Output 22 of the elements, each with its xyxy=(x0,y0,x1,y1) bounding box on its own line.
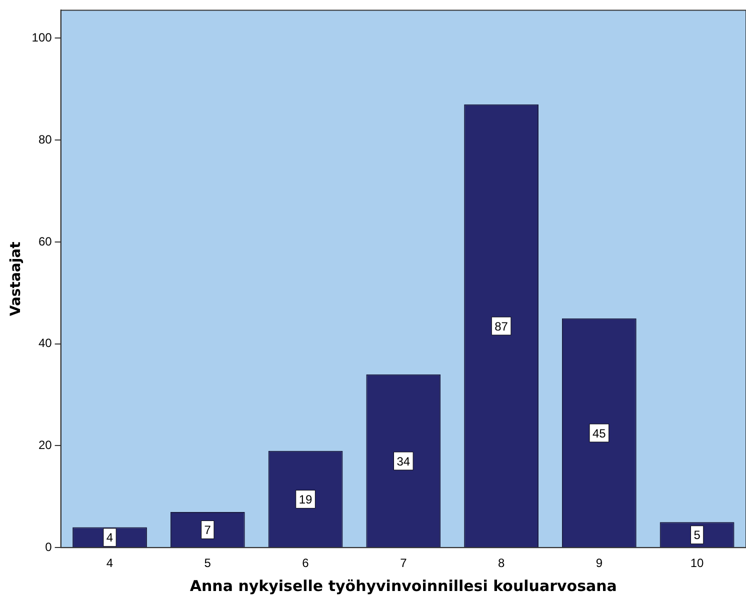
y-axis-title: Vastaajat xyxy=(8,241,24,316)
x-tick-label: 6 xyxy=(302,556,310,570)
x-tick-label: 5 xyxy=(204,556,212,570)
x-axis-title: Anna nykyiselle työhyvinvoinnillesi kouluarvosana xyxy=(190,576,617,595)
data-label: 5 xyxy=(694,528,701,542)
y-tick-label: 80 xyxy=(38,132,52,146)
data-label: 45 xyxy=(592,426,606,440)
y-tick-label: 40 xyxy=(38,336,52,350)
data-label: 19 xyxy=(298,492,313,507)
x-tick-label: 4 xyxy=(106,556,114,570)
y-tick-label: 0 xyxy=(45,540,52,554)
data-label: 4 xyxy=(106,530,114,545)
data-label: 7 xyxy=(204,523,212,538)
y-tick-label: 20 xyxy=(38,438,52,452)
y-tick-label: 100 xyxy=(32,30,52,45)
y-tick-label: 60 xyxy=(38,234,52,248)
data-label: 34 xyxy=(396,454,410,468)
x-tick-label: 7 xyxy=(400,556,408,570)
x-tick-label: 9 xyxy=(596,556,603,570)
x-tick-label: 8 xyxy=(498,556,505,570)
x-tick-label: 10 xyxy=(690,556,704,570)
data-label: 87 xyxy=(494,319,508,334)
